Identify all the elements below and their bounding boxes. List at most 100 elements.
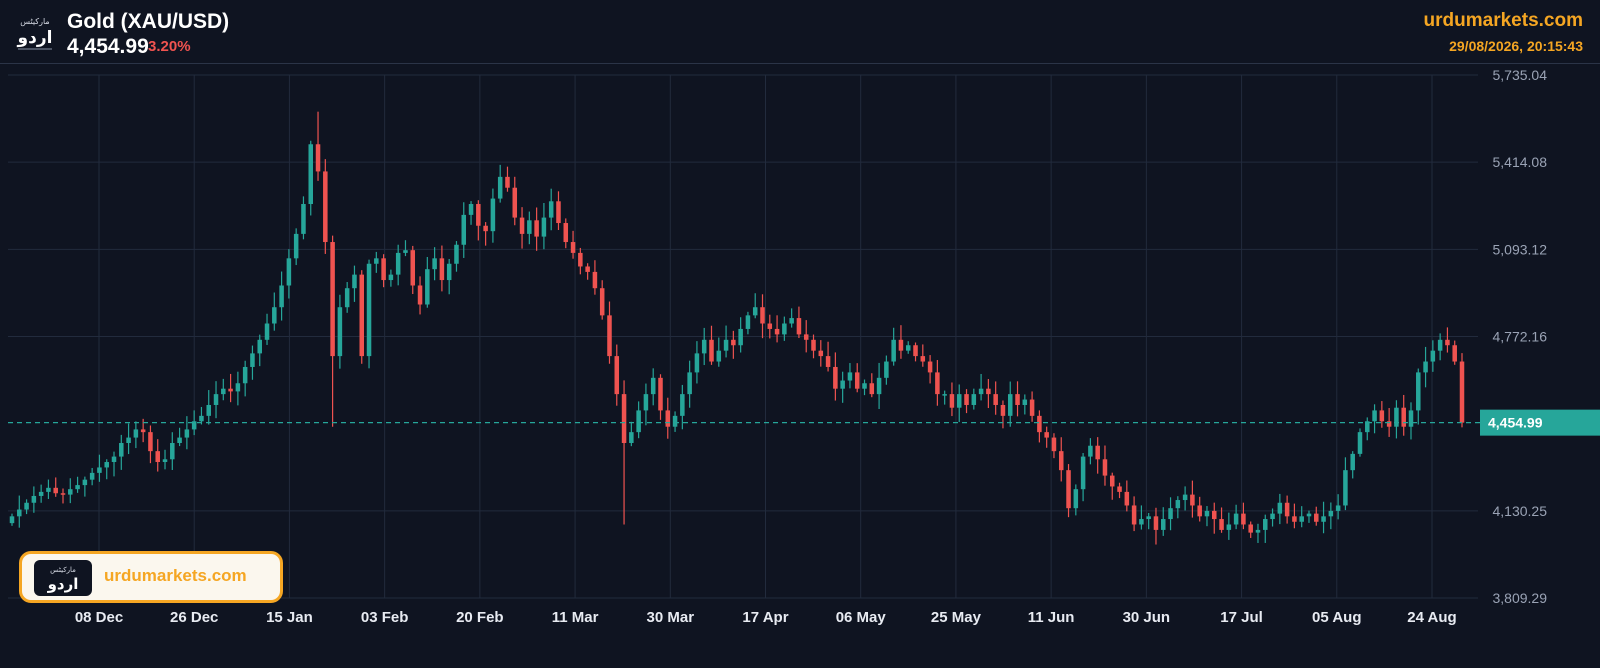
candle [1379, 401, 1385, 428]
candle [337, 294, 343, 369]
x-tick-label: 17 Apr [742, 609, 788, 626]
candle [381, 254, 386, 288]
candle [1306, 510, 1312, 523]
candle [104, 459, 109, 480]
candle [825, 341, 831, 372]
candle [1160, 507, 1166, 536]
candle [1073, 484, 1079, 516]
candle [476, 200, 481, 241]
candle [388, 269, 394, 287]
candle [585, 263, 590, 280]
candle [803, 320, 809, 353]
candle [97, 454, 102, 482]
candle [17, 495, 22, 528]
candle [264, 313, 270, 345]
x-tick-label: 03 Feb [361, 609, 409, 626]
candle [286, 249, 292, 299]
candle [111, 451, 117, 477]
candle [1037, 410, 1042, 443]
instrument-title: Gold (XAU/USD) [67, 10, 230, 33]
last-price-tag [1480, 409, 1600, 436]
candle [1080, 453, 1086, 502]
watermark-badge[interactable]: مارکیٹس اردو urdumarkets.com [19, 551, 283, 603]
candle [1182, 486, 1188, 511]
timestamp: 29/08/2026, 20:15:43 [1449, 38, 1583, 54]
candle [1102, 445, 1108, 486]
candle [636, 401, 641, 439]
current-price: 4,454.99 [67, 35, 149, 58]
candle [323, 159, 328, 254]
candle [1365, 417, 1370, 441]
candle [155, 439, 160, 472]
candle [184, 416, 190, 450]
candle [1270, 508, 1275, 527]
candle [1131, 496, 1137, 532]
candle [876, 362, 882, 409]
grid [8, 74, 1478, 599]
candle [366, 259, 372, 369]
candle [206, 390, 211, 425]
x-tick-label: 24 Aug [1407, 609, 1456, 626]
candle [235, 371, 241, 406]
candle [1233, 504, 1239, 530]
candle [272, 292, 277, 331]
x-tick-label: 15 Jan [266, 609, 313, 626]
candle [133, 421, 139, 449]
candle [1350, 451, 1355, 479]
candle [1445, 327, 1450, 353]
candle [548, 188, 554, 231]
candle [221, 378, 226, 401]
candle [454, 241, 459, 272]
badge-site-name: urdumarkets.com [104, 566, 247, 585]
candle [490, 188, 496, 243]
candle [694, 341, 700, 384]
candle [1372, 404, 1377, 434]
candle [884, 355, 889, 385]
candle [811, 334, 816, 359]
candle [468, 201, 474, 225]
candle [1459, 353, 1465, 428]
candle [293, 228, 299, 266]
candle [38, 484, 44, 503]
candle [199, 406, 204, 425]
candle [1007, 381, 1013, 427]
candle [410, 245, 416, 295]
candle [46, 479, 51, 499]
candle [1051, 433, 1057, 459]
last-price-label: 4,454.99 [1488, 415, 1543, 431]
candle [1401, 394, 1406, 436]
candle [1168, 497, 1173, 531]
candle [1263, 514, 1268, 543]
candle [833, 352, 838, 401]
candle [942, 390, 947, 405]
candle [592, 260, 598, 295]
candle [1124, 480, 1130, 512]
candle [964, 389, 969, 414]
candle [68, 478, 73, 504]
candle [1190, 480, 1195, 518]
candle [119, 434, 124, 470]
candle [505, 166, 510, 192]
candle [862, 379, 867, 396]
x-axis: 08 Dec 26 Dec 15 Jan 03 Feb 20 Feb 11 Mar 30 M… [75, 609, 1457, 626]
candle [1314, 506, 1319, 526]
candle [774, 315, 780, 343]
x-tick-label: 06 May [836, 609, 887, 626]
candle [1204, 506, 1210, 527]
y-tick-label: 3,809.29 [1493, 590, 1548, 606]
candle [1095, 437, 1100, 474]
candle [891, 327, 896, 366]
candle [709, 325, 714, 365]
candle [927, 355, 933, 384]
candle [534, 207, 539, 251]
candle [170, 432, 175, 470]
candle [898, 325, 904, 359]
candle [789, 308, 794, 328]
candle [745, 311, 751, 335]
candle [75, 476, 80, 493]
candle [629, 421, 634, 447]
candle [1197, 496, 1202, 522]
site-name[interactable]: urdumarkets.com [1423, 10, 1583, 31]
candle [512, 176, 518, 226]
